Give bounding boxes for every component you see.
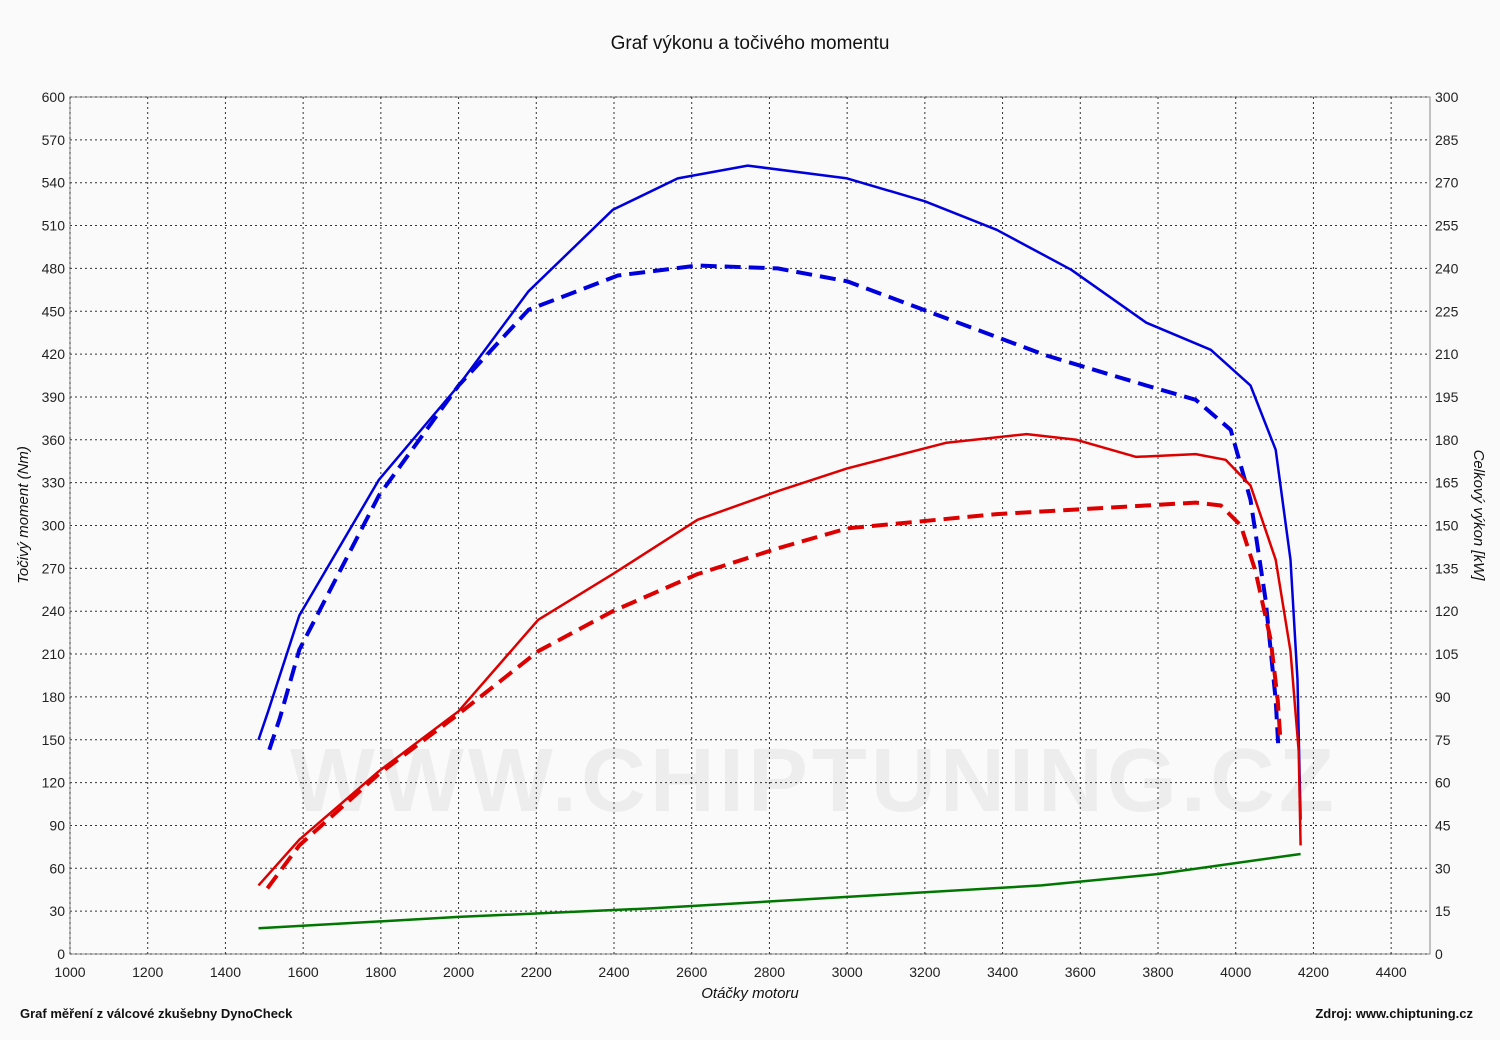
chart-title: Graf výkonu a točivého momentu bbox=[610, 33, 890, 54]
y-tick-label: 300 bbox=[42, 518, 66, 534]
y-tick-label: 120 bbox=[42, 775, 66, 791]
series-line-3 bbox=[265, 500, 1283, 890]
y-tick-label: 210 bbox=[42, 646, 66, 662]
y-tick-label: 270 bbox=[42, 560, 66, 576]
y-tick-label: 420 bbox=[42, 346, 66, 362]
y-tick-label: 150 bbox=[42, 732, 66, 748]
y2-tick-label: 120 bbox=[1435, 603, 1459, 619]
x-tick-label: 1400 bbox=[210, 964, 241, 980]
y-tick-label: 510 bbox=[42, 218, 66, 234]
x-tick-label: 1200 bbox=[132, 964, 163, 980]
y-tick-label: 330 bbox=[42, 475, 66, 491]
x-tick-label: 3000 bbox=[832, 964, 863, 980]
y-tick-label: 570 bbox=[42, 132, 66, 148]
footer-credit: Zdroj: www.chiptuning.cz bbox=[1315, 1006, 1473, 1021]
y2-tick-label: 45 bbox=[1435, 817, 1451, 833]
x-axis-label: Otáčky motoru bbox=[701, 985, 799, 1002]
series-line-4 bbox=[258, 852, 1301, 930]
x-tick-label: 1600 bbox=[288, 964, 319, 980]
y2-tick-label: 180 bbox=[1435, 432, 1459, 448]
y2-tick-label: 165 bbox=[1435, 475, 1459, 491]
x-tick-label: 4200 bbox=[1298, 964, 1329, 980]
y-tick-label: 30 bbox=[49, 903, 65, 919]
y2-tick-label: 240 bbox=[1435, 260, 1459, 276]
x-tick-label: 3200 bbox=[909, 964, 940, 980]
y-tick-label: 240 bbox=[42, 603, 66, 619]
watermark: WWW.CHIPTUNING.CZ bbox=[290, 731, 1338, 831]
x-tick-label: 2400 bbox=[598, 964, 629, 980]
y2-tick-label: 225 bbox=[1435, 303, 1459, 319]
y-tick-label: 600 bbox=[42, 89, 66, 105]
x-tick-label: 2200 bbox=[521, 964, 552, 980]
y-tick-label: 450 bbox=[42, 303, 66, 319]
y2-tick-label: 255 bbox=[1435, 218, 1459, 234]
x-tick-label: 1000 bbox=[54, 964, 85, 980]
y2-tick-label: 30 bbox=[1435, 860, 1451, 876]
x-tick-label: 2600 bbox=[676, 964, 707, 980]
y-axis-label: Točivý moment (Nm) bbox=[15, 446, 32, 584]
series-line-1 bbox=[267, 263, 1281, 751]
y2-tick-label: 15 bbox=[1435, 903, 1451, 919]
y2-tick-label: 60 bbox=[1435, 775, 1451, 791]
y-tick-label: 480 bbox=[42, 260, 66, 276]
y-tick-label: 180 bbox=[42, 689, 66, 705]
series-line-2 bbox=[257, 432, 1302, 887]
y2-tick-label: 300 bbox=[1435, 89, 1459, 105]
y-tick-label: 90 bbox=[49, 817, 65, 833]
series-line-0 bbox=[257, 164, 1302, 820]
y-tick-label: 540 bbox=[42, 175, 66, 191]
y-tick-label: 390 bbox=[42, 389, 66, 405]
y-tick-label: 360 bbox=[42, 432, 66, 448]
y2-tick-label: 75 bbox=[1435, 732, 1451, 748]
y2-tick-label: 210 bbox=[1435, 346, 1459, 362]
y2-tick-label: 105 bbox=[1435, 646, 1459, 662]
x-tick-label: 3800 bbox=[1142, 964, 1173, 980]
y2-tick-label: 135 bbox=[1435, 560, 1459, 576]
y2-tick-label: 150 bbox=[1435, 518, 1459, 534]
footer-source-note: Graf měření z válcové zkušebny DynoCheck bbox=[20, 1006, 293, 1021]
x-tick-label: 4400 bbox=[1376, 964, 1407, 980]
y2-tick-label: 90 bbox=[1435, 689, 1451, 705]
y2-tick-label: 0 bbox=[1435, 946, 1443, 962]
y-tick-label: 60 bbox=[49, 860, 65, 876]
x-tick-label: 3600 bbox=[1065, 964, 1096, 980]
y2-axis-label: Celkový výkon [kW] bbox=[1470, 449, 1487, 581]
x-tick-label: 1800 bbox=[365, 964, 396, 980]
y2-tick-label: 270 bbox=[1435, 175, 1459, 191]
x-tick-label: 2000 bbox=[443, 964, 474, 980]
y-tick-label: 0 bbox=[57, 946, 65, 962]
x-tick-label: 4000 bbox=[1220, 964, 1251, 980]
x-tick-label: 3400 bbox=[987, 964, 1018, 980]
x-tick-label: 2800 bbox=[754, 964, 785, 980]
y2-tick-label: 195 bbox=[1435, 389, 1459, 405]
y2-tick-label: 285 bbox=[1435, 132, 1459, 148]
